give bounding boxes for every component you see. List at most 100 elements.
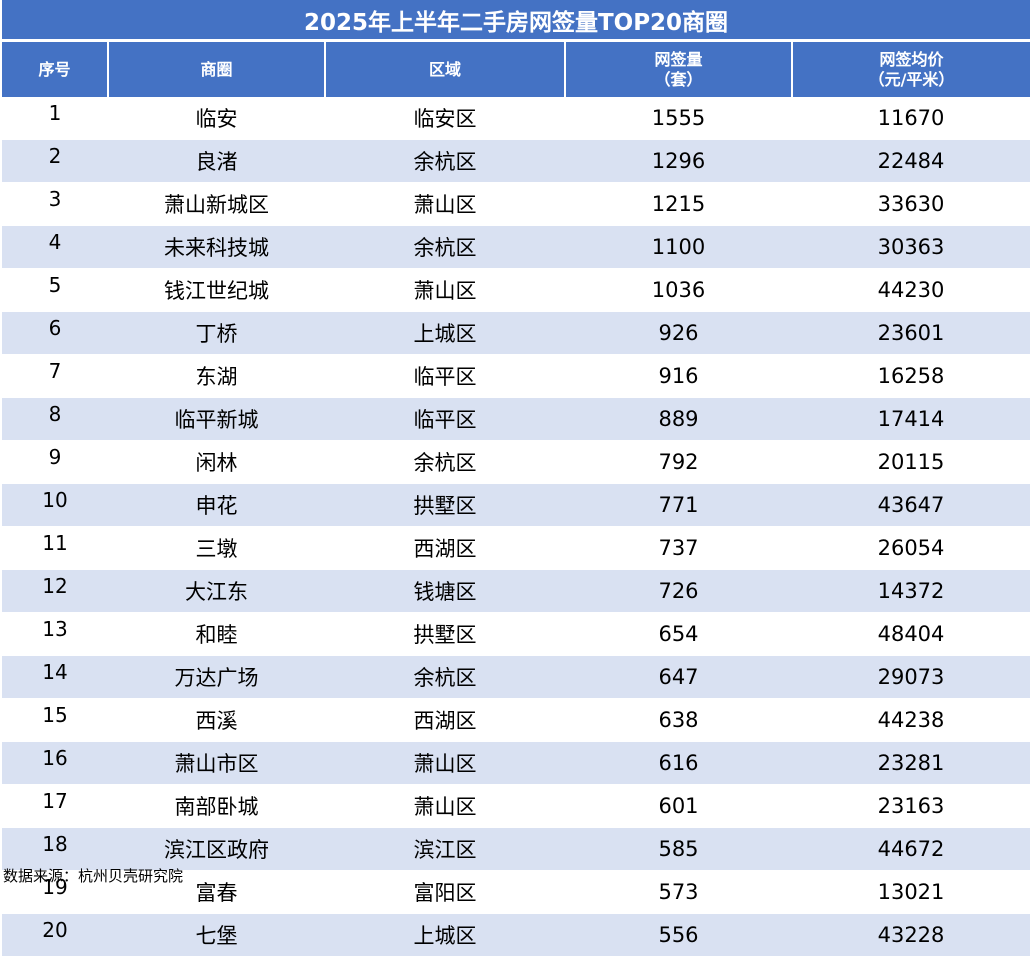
- table-row: 12 大江东 钱塘区 726 14372: [2, 569, 1030, 613]
- table-row: 20 七堡 上城区 556 43228: [2, 913, 1030, 957]
- cell-district: 临平区: [325, 397, 565, 441]
- header-volume-line2: （套）: [654, 69, 703, 89]
- cell-volume: 1555: [565, 97, 792, 140]
- cell-rank: 7: [2, 354, 108, 398]
- table-row: 1 临安 临安区 1555 11670: [2, 97, 1030, 140]
- cell-volume: 792: [565, 440, 792, 484]
- cell-district: 余杭区: [325, 440, 565, 484]
- cell-district: 钱塘区: [325, 569, 565, 613]
- cell-price: 44230: [792, 268, 1030, 312]
- cell-volume: 1036: [565, 268, 792, 312]
- cell-price: 43228: [792, 913, 1030, 957]
- cell-volume: 916: [565, 354, 792, 398]
- cell-district: 萧山区: [325, 182, 565, 226]
- cell-area: 和睦: [108, 612, 325, 656]
- cell-district: 西湖区: [325, 526, 565, 570]
- header-rank: 序号: [2, 42, 109, 97]
- cell-rank: 9: [2, 440, 108, 484]
- cell-volume: 616: [565, 741, 792, 785]
- cell-area: 闲林: [108, 440, 325, 484]
- cell-volume: 585: [565, 827, 792, 871]
- cell-district: 余杭区: [325, 225, 565, 269]
- cell-price: 13021: [792, 870, 1030, 914]
- cell-price: 11670: [792, 97, 1030, 140]
- cell-district: 余杭区: [325, 655, 565, 699]
- table-row: 11 三墩 西湖区 737 26054: [2, 526, 1030, 570]
- header-price-line1: 网签均价: [879, 49, 944, 69]
- header-district: 区域: [325, 42, 566, 97]
- cell-district: 萧山区: [325, 784, 565, 828]
- table-row: 9 闲林 余杭区 792 20115: [2, 440, 1030, 484]
- cell-rank: 20: [2, 913, 108, 957]
- cell-area: 滨江区政府: [108, 827, 325, 871]
- cell-district: 富阳区: [325, 870, 565, 914]
- cell-price: 30363: [792, 225, 1030, 269]
- cell-area: 大江东: [108, 569, 325, 613]
- cell-price: 33630: [792, 182, 1030, 226]
- cell-rank: 18: [2, 827, 108, 871]
- cell-area: 临平新城: [108, 397, 325, 441]
- cell-volume: 889: [565, 397, 792, 441]
- table-row: 18 滨江区政府 滨江区 585 44672: [2, 827, 1030, 871]
- cell-rank: 10: [2, 483, 108, 527]
- cell-district: 滨江区: [325, 827, 565, 871]
- cell-volume: 654: [565, 612, 792, 656]
- table-row: 4 未来科技城 余杭区 1100 30363: [2, 225, 1030, 269]
- cell-price: 29073: [792, 655, 1030, 699]
- table-row: 16 萧山市区 萧山区 616 23281: [2, 741, 1030, 785]
- cell-price: 23163: [792, 784, 1030, 828]
- cell-rank: 13: [2, 612, 108, 656]
- cell-rank: 5: [2, 268, 108, 312]
- cell-area: 东湖: [108, 354, 325, 398]
- cell-district: 临安区: [325, 97, 565, 140]
- header-price: 网签均价 （元/平米）: [792, 42, 1030, 97]
- cell-district: 拱墅区: [325, 483, 565, 527]
- cell-rank: 8: [2, 397, 108, 441]
- cell-district: 萧山区: [325, 741, 565, 785]
- table-row: 8 临平新城 临平区 889 17414: [2, 397, 1030, 441]
- cell-rank: 6: [2, 311, 108, 355]
- cell-district: 拱墅区: [325, 612, 565, 656]
- cell-volume: 1215: [565, 182, 792, 226]
- cell-area: 良渚: [108, 139, 325, 183]
- cell-volume: 1100: [565, 225, 792, 269]
- cell-district: 余杭区: [325, 139, 565, 183]
- cell-area: 南部卧城: [108, 784, 325, 828]
- data-source-note: 数据来源：杭州贝壳研究院: [3, 867, 184, 885]
- cell-volume: 573: [565, 870, 792, 914]
- cell-price: 44672: [792, 827, 1030, 871]
- cell-rank: 1: [2, 97, 108, 140]
- header-price-line2: （元/平米）: [868, 69, 955, 89]
- cell-price: 48404: [792, 612, 1030, 656]
- cell-volume: 726: [565, 569, 792, 613]
- cell-rank: 3: [2, 182, 108, 226]
- cell-volume: 1296: [565, 139, 792, 183]
- cell-price: 26054: [792, 526, 1030, 570]
- table-header: 序号 商圈 区域 网签量 （套） 网签均价 （元/平米）: [2, 42, 1030, 97]
- cell-volume: 771: [565, 483, 792, 527]
- header-area: 商圈: [108, 42, 326, 97]
- cell-price: 22484: [792, 139, 1030, 183]
- table-row: 13 和睦 拱墅区 654 48404: [2, 612, 1030, 656]
- cell-rank: 14: [2, 655, 108, 699]
- cell-area: 申花: [108, 483, 325, 527]
- cell-volume: 556: [565, 913, 792, 957]
- table-row: 2 良渚 余杭区 1296 22484: [2, 139, 1030, 183]
- cell-area: 西溪: [108, 698, 325, 742]
- cell-area: 万达广场: [108, 655, 325, 699]
- cell-area: 七堡: [108, 913, 325, 957]
- cell-rank: 12: [2, 569, 108, 613]
- cell-area: 萧山新城区: [108, 182, 325, 226]
- table-title: 2025年上半年二手房网签量TOP20商圈: [2, 0, 1030, 42]
- table-body: 1 临安 临安区 1555 11670 2 良渚 余杭区 1296 22484 3 萧山新城区 萧山区 1…: [2, 97, 1030, 957]
- table-row: 15 西溪 西湖区 638 44238: [2, 698, 1030, 742]
- header-volume: 网签量 （套）: [565, 42, 793, 97]
- cell-district: 上城区: [325, 913, 565, 957]
- cell-rank: 11: [2, 526, 108, 570]
- cell-area: 未来科技城: [108, 225, 325, 269]
- cell-volume: 601: [565, 784, 792, 828]
- ranking-table: 序号 商圈 区域 网签量 （套） 网签均价 （元/平米） 1 临安 临安区 1555 1…: [2, 42, 1030, 957]
- cell-district: 萧山区: [325, 268, 565, 312]
- cell-rank: 4: [2, 225, 108, 269]
